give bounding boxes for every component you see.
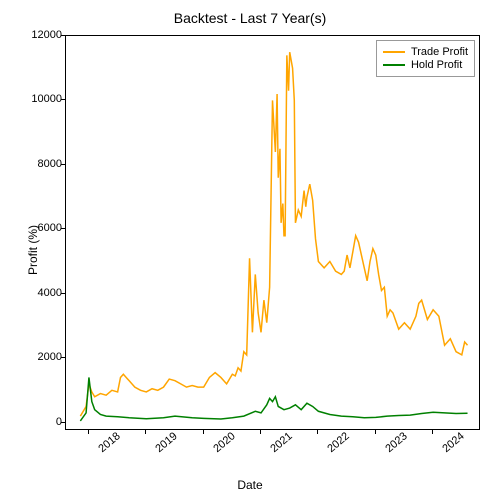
chart-container: Backtest - Last 7 Year(s) Profit (%) Dat… bbox=[0, 0, 500, 500]
legend-line-trade bbox=[383, 51, 405, 53]
line-plot-svg bbox=[66, 36, 479, 429]
x-axis-label: Date bbox=[0, 478, 500, 492]
x-tick-label: 2024 bbox=[440, 430, 466, 455]
plot-area: Trade Profit Hold Profit bbox=[65, 35, 480, 430]
hold-profit-line bbox=[80, 377, 467, 420]
x-tick-label: 2019 bbox=[154, 430, 180, 455]
y-tick-label: 6000 bbox=[38, 222, 62, 234]
y-tick-label: 2000 bbox=[38, 351, 62, 363]
legend-item-trade: Trade Profit bbox=[383, 46, 468, 58]
y-tick-label: 8000 bbox=[38, 158, 62, 170]
y-tick-label: 10000 bbox=[31, 93, 62, 105]
x-tick-label: 2020 bbox=[211, 430, 237, 455]
legend-item-hold: Hold Profit bbox=[383, 59, 468, 71]
x-tick-label: 2021 bbox=[268, 430, 294, 455]
trade-profit-line bbox=[80, 52, 467, 416]
legend-line-hold bbox=[383, 64, 405, 66]
y-tick-label: 12000 bbox=[31, 29, 62, 41]
legend: Trade Profit Hold Profit bbox=[376, 40, 475, 77]
chart-title: Backtest - Last 7 Year(s) bbox=[0, 10, 500, 26]
x-tick-label: 2023 bbox=[383, 430, 409, 455]
x-tick-label: 2018 bbox=[96, 430, 122, 455]
legend-label-trade: Trade Profit bbox=[411, 46, 468, 58]
legend-label-hold: Hold Profit bbox=[411, 59, 462, 71]
x-tick-label: 2022 bbox=[326, 430, 352, 455]
y-tick-label: 4000 bbox=[38, 287, 62, 299]
